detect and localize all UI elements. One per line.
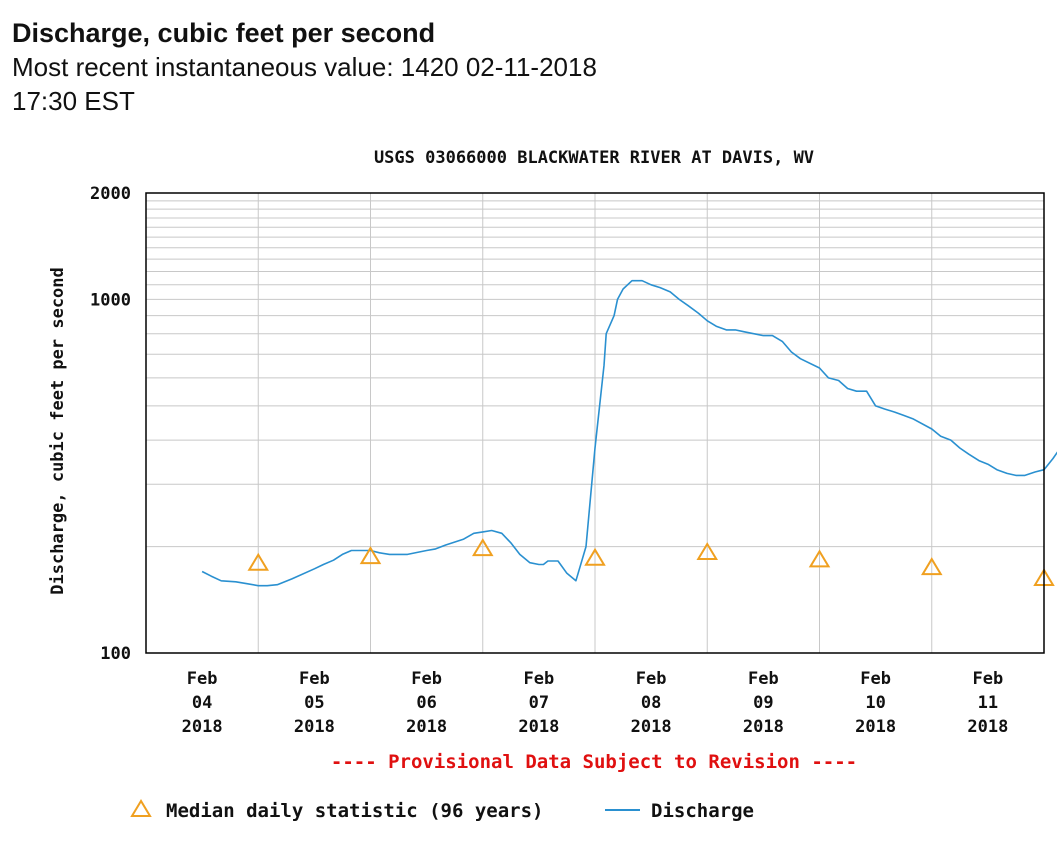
x-tick-label: 07 — [529, 693, 549, 713]
x-tick-label: 2018 — [967, 717, 1008, 737]
x-tick-label: Feb — [299, 669, 330, 689]
x-tick-label: Feb — [973, 669, 1004, 689]
x-tick-label: 11 — [978, 693, 998, 713]
discharge-line — [201, 279, 1057, 587]
x-tick-label: 06 — [416, 693, 436, 713]
median-marker — [920, 557, 943, 576]
x-tick-label: 08 — [641, 693, 661, 713]
x-tick-label: Feb — [860, 669, 891, 689]
x-tick-label: Feb — [524, 669, 555, 689]
page-header: Discharge, cubic feet per second Most re… — [12, 16, 652, 118]
x-tick-label: 2018 — [855, 717, 896, 737]
x-tick-label: 2018 — [406, 717, 447, 737]
median-marker — [696, 542, 719, 561]
legend-median-label: Median daily statistic (96 years) — [166, 800, 544, 822]
x-tick-label: 2018 — [182, 717, 223, 737]
x-tick-label: 10 — [865, 693, 885, 713]
x-tick-label: 2018 — [631, 717, 672, 737]
x-tick-label: 2018 — [294, 717, 335, 737]
grid-layer — [146, 193, 1044, 653]
x-tick-label: Feb — [187, 669, 218, 689]
x-tick-label: Feb — [411, 669, 442, 689]
x-tick-label: 04 — [192, 693, 212, 713]
y-tick-label: 100 — [100, 644, 131, 664]
x-tick-label: 2018 — [743, 717, 784, 737]
median-marker — [471, 538, 494, 557]
series-layer — [201, 279, 1057, 587]
x-tick-label: Feb — [636, 669, 667, 689]
y-tick-labels: 100 1000 2000 — [90, 184, 131, 664]
y-axis-label: Discharge, cubic feet per second — [48, 267, 68, 595]
x-tick-label: 09 — [753, 693, 773, 713]
y-tick-label: 2000 — [90, 184, 131, 204]
x-tick-label: Feb — [748, 669, 779, 689]
x-tick-labels: Feb 04 2018 Feb 05 2018 Feb 06 2018 Feb 07 2018 Feb 0… — [182, 669, 1009, 737]
provisional-note: ---- Provisional Data Subject to Revisio… — [331, 751, 857, 773]
y-tick-label: 1000 — [90, 290, 131, 310]
median-marker — [247, 552, 270, 571]
chart-title: USGS 03066000 BLACKWATER RIVER AT DAVIS,… — [374, 148, 814, 168]
legend-median-marker — [130, 799, 152, 817]
legend-discharge-label: Discharge — [651, 800, 754, 822]
median-marker — [808, 549, 831, 568]
median-marker — [359, 546, 382, 565]
x-tick-label: 2018 — [518, 717, 559, 737]
median-marker — [584, 547, 606, 566]
recent-value-text: Most recent instantaneous value: 1420 02… — [12, 52, 597, 116]
legend: Median daily statistic (96 years) Discha… — [130, 799, 754, 822]
x-tick-label: 05 — [304, 693, 324, 713]
page-title: Discharge, cubic feet per second — [12, 18, 436, 48]
plot-frame — [145, 192, 1045, 654]
